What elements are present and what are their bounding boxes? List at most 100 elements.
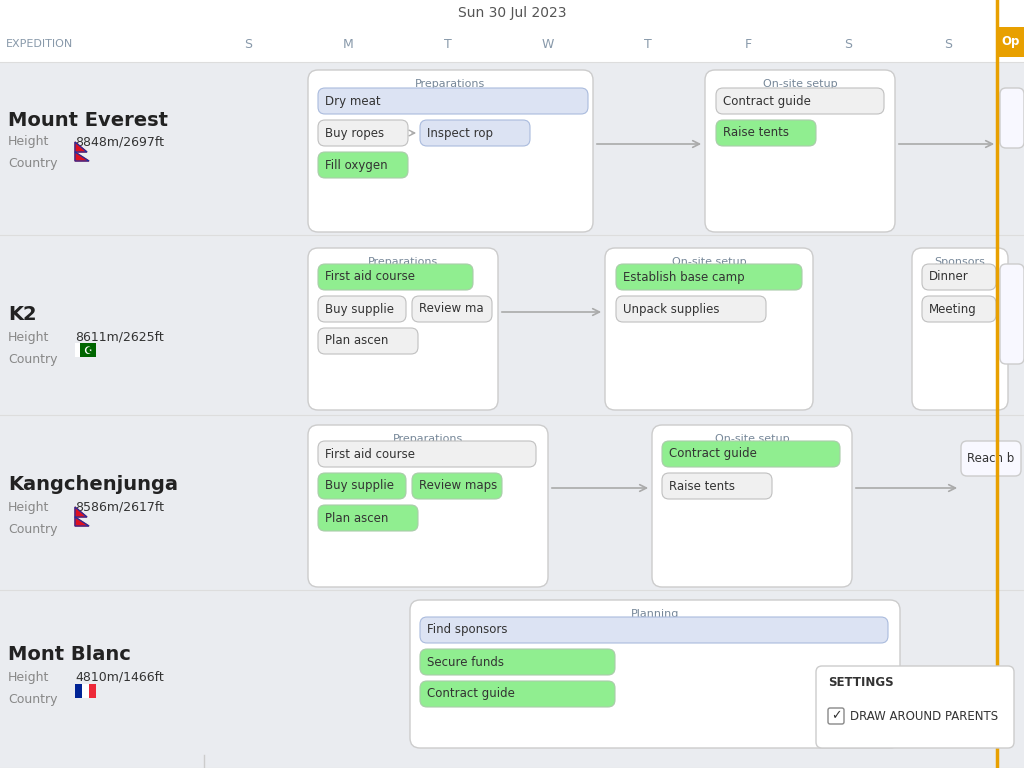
Text: K2: K2 [8,306,37,325]
Text: S: S [844,38,852,51]
Text: First aid course: First aid course [325,448,415,461]
Text: On-site setup: On-site setup [715,434,790,444]
Text: Preparations: Preparations [368,257,438,267]
Text: Planning: Planning [631,609,679,619]
Text: Unpack supplies: Unpack supplies [623,303,720,316]
FancyBboxPatch shape [616,296,766,322]
FancyBboxPatch shape [961,441,1021,476]
FancyBboxPatch shape [922,296,996,322]
Text: Mont Blanc: Mont Blanc [8,645,131,664]
Text: Plan ascen: Plan ascen [325,511,388,525]
Text: Preparations: Preparations [393,434,463,444]
Text: Review maps: Review maps [419,479,498,492]
FancyBboxPatch shape [410,600,900,748]
FancyBboxPatch shape [816,666,1014,748]
Polygon shape [75,152,89,161]
Text: Find sponsors: Find sponsors [427,624,508,637]
Text: Kangchenjunga: Kangchenjunga [8,475,178,495]
Text: Height: Height [8,135,49,148]
Text: Mount Everest: Mount Everest [8,111,168,130]
FancyBboxPatch shape [616,264,802,290]
Text: Buy supplie: Buy supplie [325,479,394,492]
Text: First aid course: First aid course [325,270,415,283]
FancyBboxPatch shape [318,264,473,290]
FancyBboxPatch shape [308,425,548,587]
Bar [998,27,1024,57]
Text: SETTINGS: SETTINGS [828,676,894,688]
Text: Height: Height [8,501,49,514]
FancyBboxPatch shape [420,120,530,146]
Text: DRAW AROUND PARENTS: DRAW AROUND PARENTS [850,710,998,723]
Text: Secure funds: Secure funds [427,656,504,668]
FancyBboxPatch shape [318,441,536,467]
FancyBboxPatch shape [420,649,615,675]
Text: Country: Country [8,522,57,535]
FancyBboxPatch shape [1000,88,1024,148]
Text: Preparations: Preparations [416,79,485,89]
Text: F: F [744,38,752,51]
Text: Buy supplie: Buy supplie [325,303,394,316]
Text: Meeting: Meeting [929,303,977,316]
Bar [0,0,1024,62]
Text: Review ma: Review ma [419,303,483,316]
FancyBboxPatch shape [1000,264,1024,364]
Text: Dry meat: Dry meat [325,94,381,108]
FancyBboxPatch shape [828,708,844,724]
Text: Fill oxygen: Fill oxygen [325,158,388,171]
FancyBboxPatch shape [420,617,888,643]
Text: Dinner: Dinner [929,270,969,283]
Text: T: T [644,38,652,51]
FancyBboxPatch shape [318,328,418,354]
Text: Establish base camp: Establish base camp [623,270,744,283]
Bar [75,343,80,357]
Polygon shape [75,507,87,517]
Text: 8586m/2617ft: 8586m/2617ft [75,501,164,514]
Text: Country: Country [8,353,57,366]
Text: Inspect rop: Inspect rop [427,127,493,140]
Text: W: W [542,38,554,51]
Text: S: S [944,38,952,51]
Text: Sun 30 Jul 2023: Sun 30 Jul 2023 [458,6,566,20]
Text: 8848m/2697ft: 8848m/2697ft [75,135,164,148]
Polygon shape [75,142,87,152]
Text: Height: Height [8,670,49,684]
FancyBboxPatch shape [318,152,408,178]
FancyBboxPatch shape [308,248,498,410]
Text: S: S [244,38,252,51]
Text: Contract guide: Contract guide [427,687,515,700]
FancyBboxPatch shape [605,248,813,410]
FancyBboxPatch shape [318,296,406,322]
Text: On-site setup: On-site setup [672,257,746,267]
Text: 8611m/2625ft: 8611m/2625ft [75,330,164,343]
FancyBboxPatch shape [412,473,502,499]
Text: Sponsors: Sponsors [935,257,985,267]
Text: EXPEDITION: EXPEDITION [6,39,74,49]
Text: ✓: ✓ [830,710,842,723]
FancyBboxPatch shape [922,264,996,290]
Text: Contract guide: Contract guide [669,448,757,461]
FancyBboxPatch shape [912,248,1008,410]
Text: Country: Country [8,693,57,706]
FancyBboxPatch shape [716,88,884,114]
Text: Contract guide: Contract guide [723,94,811,108]
FancyBboxPatch shape [420,681,615,707]
Text: On-site setup: On-site setup [763,79,838,89]
FancyBboxPatch shape [652,425,852,587]
Text: T: T [444,38,452,51]
Text: Reach b: Reach b [967,452,1014,465]
Text: Raise tents: Raise tents [669,479,735,492]
Text: Country: Country [8,157,57,170]
FancyBboxPatch shape [412,296,492,322]
FancyBboxPatch shape [308,70,593,232]
Bar [80,343,96,357]
Text: Plan ascen: Plan ascen [325,335,388,347]
Bar [82,684,89,698]
FancyBboxPatch shape [318,505,418,531]
Text: Op: Op [1001,35,1020,48]
FancyBboxPatch shape [662,473,772,499]
FancyBboxPatch shape [318,120,408,146]
Text: Raise tents: Raise tents [723,127,790,140]
FancyBboxPatch shape [716,120,816,146]
Text: Height: Height [8,330,49,343]
Text: ☪: ☪ [84,346,92,356]
